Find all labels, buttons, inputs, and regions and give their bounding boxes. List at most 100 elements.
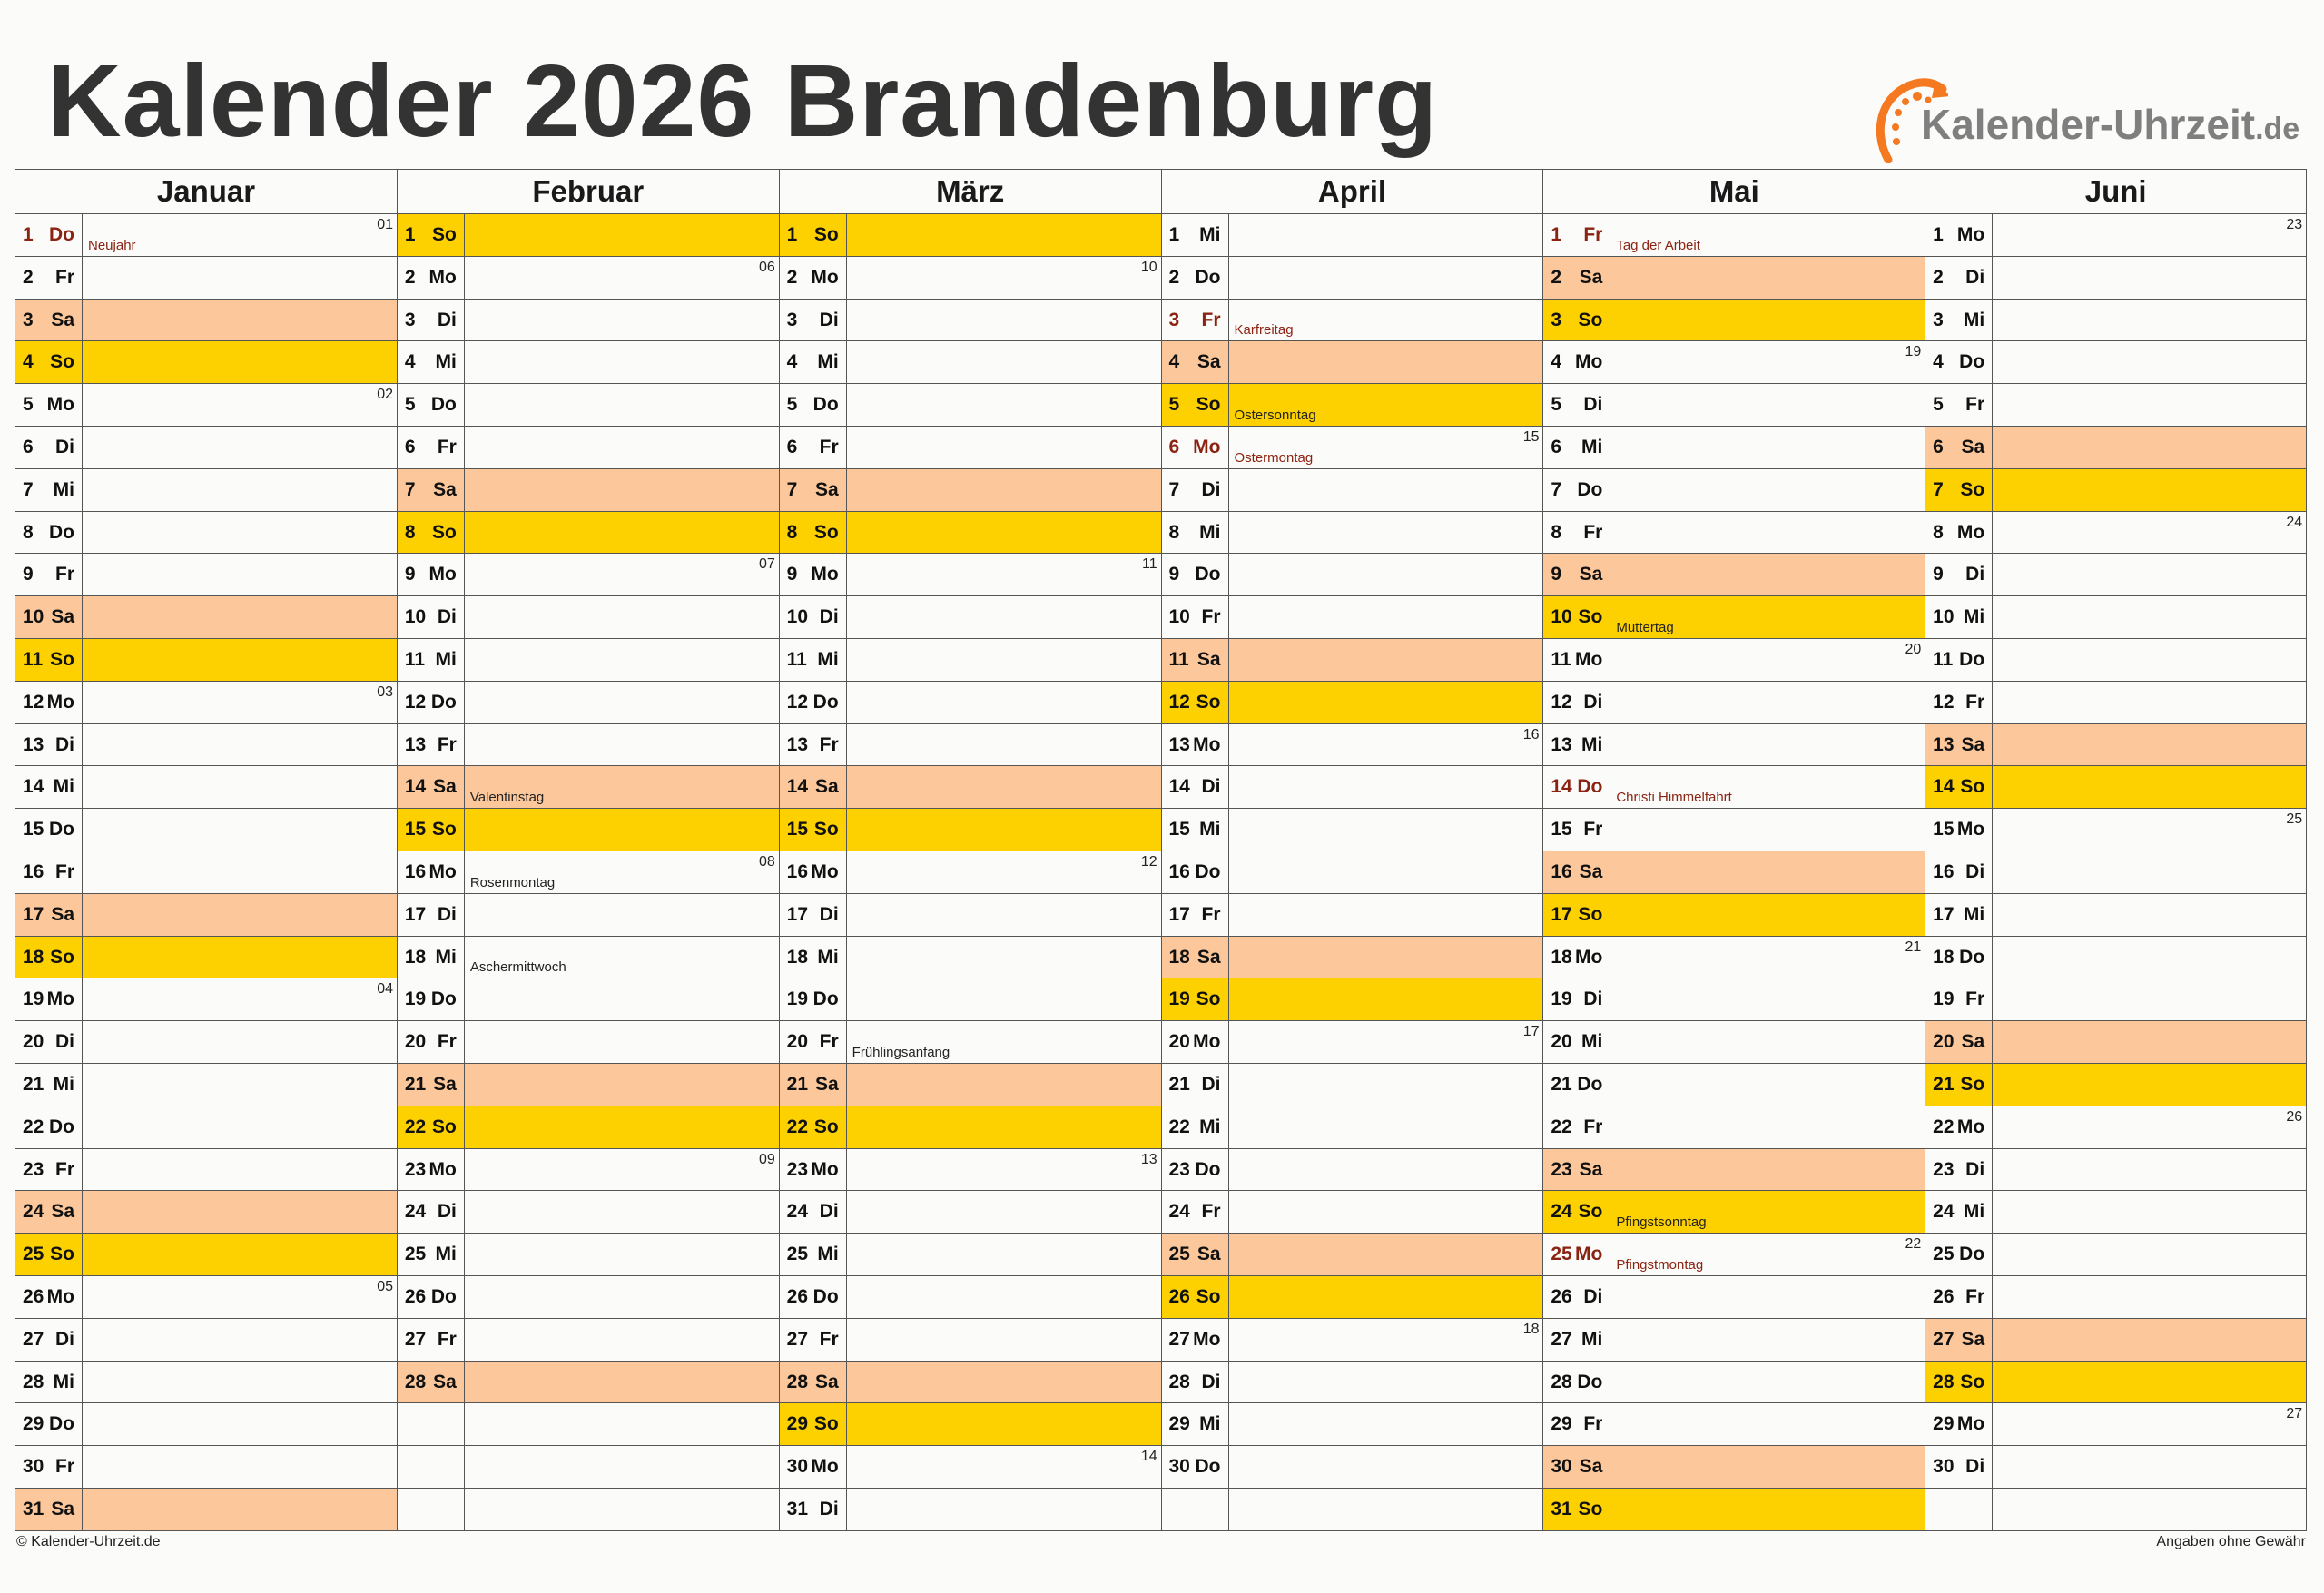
day-row[interactable]: 3 Sa [15, 299, 397, 342]
day-row[interactable]: 10 Di [778, 596, 1161, 639]
day-row[interactable]: 2 Do [1160, 256, 1543, 300]
day-row[interactable]: 6 Sa [1925, 426, 2308, 469]
day-row[interactable]: 4 Mi [778, 341, 1161, 385]
day-row[interactable]: 07 9 Mo [396, 554, 779, 597]
day-row[interactable]: 8 So [396, 511, 779, 555]
day-row[interactable]: 8 So [778, 511, 1161, 555]
day-row[interactable]: 15 So [396, 809, 779, 851]
day-row[interactable]: 11 Sa [1160, 638, 1543, 682]
day-row[interactable]: 10 Fr [1160, 596, 1543, 639]
day-row[interactable]: 21 Di [1160, 1063, 1543, 1106]
day-row[interactable]: 25 Do [1925, 1234, 2308, 1276]
day-row[interactable]: Valentinstag 14 Sa [396, 766, 779, 810]
day-row[interactable]: 17 Di [778, 893, 1161, 937]
day-row[interactable]: 4 Do [1925, 341, 2308, 385]
day-row[interactable]: 17 Fr [1160, 893, 1543, 937]
day-row[interactable]: 15 So [778, 809, 1161, 851]
day-row[interactable]: 20 11 Mo [1542, 638, 1925, 682]
day-row[interactable]: 20 Mi [1542, 1021, 1925, 1064]
day-row[interactable]: 11 So [15, 638, 397, 682]
day-row[interactable]: 15 Ostermontag 6 Mo [1160, 426, 1543, 469]
day-row[interactable]: 23 Do [1160, 1148, 1543, 1192]
day-row[interactable]: 26 Do [396, 1275, 779, 1319]
day-row[interactable]: 06 2 Mo [396, 256, 779, 300]
day-row[interactable]: 09 23 Mo [396, 1148, 779, 1192]
day-row[interactable]: 16 Sa [1542, 851, 1925, 894]
day-row[interactable]: 16 Di [1925, 851, 2308, 894]
day-row[interactable]: 26 22 Mo [1925, 1106, 2308, 1149]
day-row[interactable]: 2 Fr [15, 256, 397, 300]
day-row[interactable]: 27 Mi [1542, 1318, 1925, 1362]
day-row[interactable]: 29 So [778, 1403, 1161, 1447]
day-row[interactable]: 6 Mi [1542, 426, 1925, 469]
day-row[interactable]: 17 20 Mo [1160, 1021, 1543, 1064]
day-row[interactable]: 21 18 Mo [1542, 936, 1925, 979]
day-row[interactable]: 24 8 Mo [1925, 511, 2308, 555]
day-row[interactable]: 1 Mi [1160, 214, 1543, 257]
day-row[interactable]: 29 Mi [1160, 1403, 1543, 1447]
day-row[interactable]: 13 Fr [778, 723, 1161, 767]
day-row[interactable]: 18 27 Mo [1160, 1318, 1543, 1362]
day-row[interactable]: 02 5 Mo [15, 384, 397, 427]
day-row[interactable]: 25 Sa [1160, 1234, 1543, 1276]
day-row[interactable]: 03 12 Mo [15, 681, 397, 724]
day-row[interactable]: 19 4 Mo [1542, 341, 1925, 385]
day-row[interactable]: 13 Fr [396, 723, 779, 767]
day-row[interactable]: 21 Sa [778, 1063, 1161, 1106]
day-row[interactable]: 25 So [15, 1234, 397, 1276]
day-row[interactable]: 7 Di [1160, 468, 1543, 512]
day-row[interactable]: 27 Sa [1925, 1318, 2308, 1362]
day-row[interactable]: 3 Di [778, 299, 1161, 342]
day-row[interactable]: 4 So [15, 341, 397, 385]
day-row[interactable]: 17 So [1542, 893, 1925, 937]
day-row[interactable]: 21 Mi [15, 1063, 397, 1106]
day-row[interactable]: 19 Do [396, 978, 779, 1022]
day-row[interactable]: 8 Mi [1160, 511, 1543, 555]
day-row[interactable]: 14 So [1925, 766, 2308, 810]
day-row[interactable]: 13 Di [15, 723, 397, 767]
day-row[interactable]: 19 Do [778, 978, 1161, 1022]
day-row[interactable]: 11 Mi [396, 638, 779, 682]
day-row[interactable]: 14 30 Mo [778, 1446, 1161, 1489]
day-row[interactable]: 15 Do [15, 809, 397, 851]
day-row[interactable]: 16 13 Mo [1160, 723, 1543, 767]
day-row[interactable]: 22 So [396, 1106, 779, 1149]
day-row[interactable]: 7 Mi [15, 468, 397, 512]
day-row[interactable]: 22 Fr [1542, 1106, 1925, 1149]
day-row[interactable]: 2 Sa [1542, 256, 1925, 300]
day-row[interactable]: 10 Di [396, 596, 779, 639]
day-row[interactable]: 14 Mi [15, 766, 397, 810]
day-row[interactable]: 12 Do [778, 681, 1161, 724]
day-row[interactable]: 04 19 Mo [15, 978, 397, 1022]
day-row[interactable]: 13 Mi [1542, 723, 1925, 767]
day-row[interactable]: 7 Sa [778, 468, 1161, 512]
day-row[interactable]: 13 Sa [1925, 723, 2308, 767]
day-row[interactable]: 17 Sa [15, 893, 397, 937]
day-row[interactable]: 28 Sa [396, 1361, 779, 1404]
day-row[interactable]: 6 Fr [396, 426, 779, 469]
day-row[interactable]: 4 Sa [1160, 341, 1543, 385]
day-row[interactable]: 22 Mi [1160, 1106, 1543, 1149]
day-row[interactable]: 1 So [396, 214, 779, 257]
day-row[interactable]: 28 Do [1542, 1361, 1925, 1404]
day-row[interactable]: 21 So [1925, 1063, 2308, 1106]
day-row[interactable]: 11 Mi [778, 638, 1161, 682]
day-row[interactable]: 20 Fr [396, 1021, 779, 1064]
day-row[interactable]: 13 23 Mo [778, 1148, 1161, 1192]
day-row[interactable]: 26 Do [778, 1275, 1161, 1319]
day-row[interactable]: 28 Mi [15, 1361, 397, 1404]
day-row[interactable]: 5 Di [1542, 384, 1925, 427]
day-row[interactable]: 28 Sa [778, 1361, 1161, 1404]
day-row[interactable]: 29 Do [15, 1403, 397, 1447]
day-row[interactable]: 15 Fr [1542, 809, 1925, 851]
day-row[interactable]: 27 Fr [778, 1318, 1161, 1362]
day-row[interactable]: 30 Sa [1542, 1446, 1925, 1489]
day-row[interactable]: 17 Di [396, 893, 779, 937]
day-row[interactable]: 5 Do [778, 384, 1161, 427]
day-row[interactable]: 24 Sa [15, 1191, 397, 1234]
day-row[interactable]: 5 Do [396, 384, 779, 427]
day-row[interactable]: 10 2 Mo [778, 256, 1161, 300]
day-row[interactable]: 17 Mi [1925, 893, 2308, 937]
day-row[interactable]: 31 Sa [15, 1488, 397, 1531]
day-row[interactable]: 27 29 Mo [1925, 1403, 2308, 1447]
